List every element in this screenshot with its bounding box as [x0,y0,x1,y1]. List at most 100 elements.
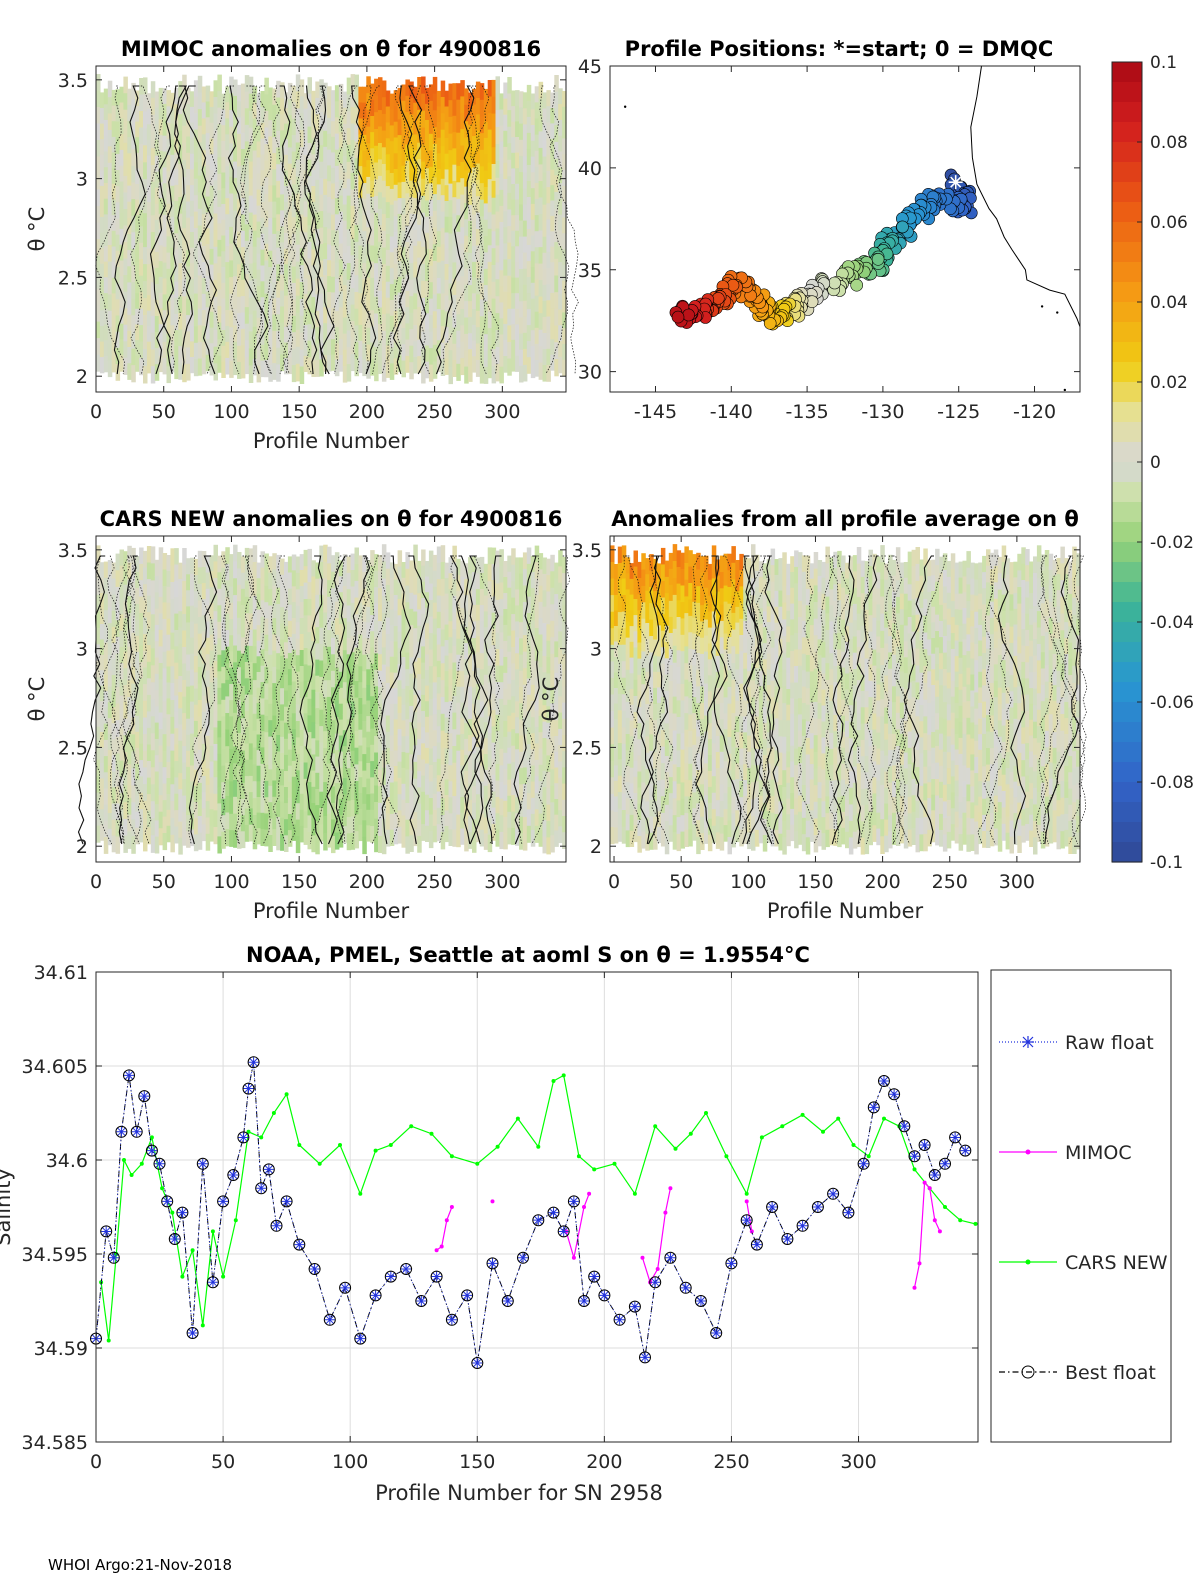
heatmap-cell [464,170,469,188]
heatmap-cell [393,169,399,186]
heatmap-cell [358,261,363,278]
heatmap-cell [213,810,218,828]
heatmap-cell [515,701,520,718]
heatmap-cell [468,670,473,688]
heatmap-cell [135,277,140,294]
heatmap-cell [538,296,544,314]
heatmap-cell [421,93,426,112]
heatmap-cell [229,667,234,685]
heatmap-cell [327,291,332,309]
heatmap-cell [346,195,352,214]
heatmap-cell [342,220,348,238]
heatmap-cell [178,147,183,165]
heatmap-cell [154,787,160,805]
heatmap-cell [428,633,434,651]
heatmap-cell [515,277,520,294]
heatmap-cell [107,343,113,361]
heatmap-cell [538,553,544,570]
heatmap-cell [378,143,383,161]
heatmap-cell [221,683,226,701]
heatmap-cell [393,766,399,783]
heatmap-cell [550,308,555,325]
heatmap-cell [103,198,109,215]
heatmap-cell [354,241,359,260]
heatmap-cell [546,575,551,593]
heatmap-cell [610,677,615,696]
heatmap-cell [444,748,450,765]
heatmap-cell [123,551,128,569]
heatmap-cell [287,701,293,718]
heatmap-cell [174,314,179,331]
heatmap-cell [166,106,171,124]
heatmap-cell [103,104,109,121]
heatmap-cell [542,140,547,158]
heatmap-cell [409,329,414,347]
heatmap-cell [503,688,508,706]
heatmap-cell [205,703,211,721]
heatmap-cell [256,93,262,110]
heatmap-cell [409,705,414,723]
heatmap-cell [550,138,555,155]
heatmap-cell [456,149,461,167]
heatmap-cell [272,282,277,300]
heatmap-cell [96,90,101,108]
heatmap-cell [205,117,211,134]
heatmap-cell [252,747,258,765]
contour-line [408,555,430,845]
x-tick-label: 200 [349,401,385,423]
heatmap-cell [464,579,469,596]
heatmap-cell [166,730,171,747]
heatmap-cell [417,657,422,675]
heatmap-cell [346,347,352,365]
heatmap-cell [444,686,450,703]
heatmap-cell [370,712,375,730]
heatmap-cell [190,91,195,108]
heatmap-cell [503,179,508,196]
heatmap-cell [507,93,512,111]
heatmap-cell [358,777,363,794]
heatmap-cell [291,299,297,317]
heatmap-cell [299,554,305,571]
heatmap-cell [354,342,359,360]
heatmap-cell [334,198,340,215]
heatmap-cell [350,701,356,719]
heatmap-cell [264,77,269,95]
heatmap-cell [193,607,199,625]
heatmap-cell [291,824,297,841]
heatmap-cell [413,134,418,151]
heatmap-cell [354,614,359,632]
heatmap-cell [562,556,567,574]
heatmap-cell [170,309,175,326]
heatmap-cell [346,605,352,623]
contour-line [392,85,423,375]
heatmap-cell [405,323,410,341]
heatmap-cell [436,184,442,201]
heatmap-cell [154,316,160,333]
heatmap-cell [526,563,532,581]
heatmap-cell [260,747,265,765]
heatmap-cell [610,711,615,729]
heatmap-cell [346,229,352,247]
heatmap-cell [378,110,383,128]
heatmap-cell [503,82,508,100]
heatmap-cell [170,263,175,280]
heatmap-cell [558,183,563,200]
contour-line [351,85,377,375]
heatmap-cell [135,811,140,829]
heatmap-cell [472,786,477,804]
heatmap-cell [115,234,121,252]
heatmap-cell [519,589,524,607]
heatmap-cell [225,86,230,103]
heatmap-cell [197,716,203,734]
heatmap-cell [530,684,536,702]
heatmap-cell [284,123,289,140]
heatmap-cell [327,580,332,598]
heatmap-cell [456,702,461,720]
heatmap-cell [107,97,113,115]
heatmap-cell [421,775,426,793]
heatmap-cell [472,621,477,639]
heatmap-cell [538,362,544,380]
heatmap-cell [448,733,453,750]
heatmap-cell [370,180,375,198]
contour-line [399,85,427,375]
